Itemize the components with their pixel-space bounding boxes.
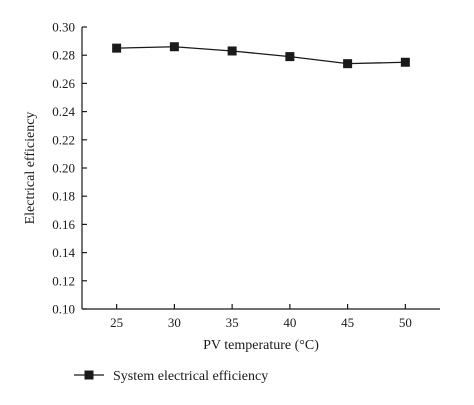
axes xyxy=(81,27,440,310)
legend: System electrical efficiency xyxy=(74,369,268,384)
x-tick-label: 50 xyxy=(399,315,412,330)
data-point-marker xyxy=(169,42,179,52)
legend-square-marker xyxy=(84,370,94,380)
series-line xyxy=(116,46,406,65)
x-tick-label: 25 xyxy=(110,315,123,330)
data-point-marker xyxy=(112,43,122,53)
data-point-marker xyxy=(285,52,295,62)
x-tick-label: 30 xyxy=(168,315,181,330)
y-ticks: 0.10 0.12 0.14 0.16 0.18 0.20 0.22 0.24 0.26 0.28… xyxy=(52,20,87,317)
data-point-marker xyxy=(227,46,237,56)
y-tick-label: 0.14 xyxy=(52,245,75,260)
y-tick-label: 0.26 xyxy=(52,76,75,91)
y-tick-label: 0.28 xyxy=(52,48,75,63)
y-tick-label: 0.16 xyxy=(52,217,75,232)
x-axis-title: PV temperature (°C) xyxy=(203,338,319,353)
legend-label: System electrical efficiency xyxy=(113,369,268,384)
x-tick-label: 40 xyxy=(283,315,296,330)
x-tick-label: 35 xyxy=(226,315,239,330)
y-tick-label: 0.22 xyxy=(52,132,75,147)
y-axis-title: Electrical efficiency xyxy=(23,112,38,225)
data-point-marker xyxy=(343,59,353,69)
y-tick-label: 0.12 xyxy=(52,273,75,288)
x-tick-label: 45 xyxy=(341,315,354,330)
x-ticks: 25 30 35 40 45 50 xyxy=(110,304,412,330)
y-tick-label: 0.18 xyxy=(52,189,75,204)
y-tick-label: 0.30 xyxy=(52,20,75,35)
y-tick-label: 0.20 xyxy=(52,161,75,176)
series-layer xyxy=(112,42,410,69)
y-tick-label: 0.10 xyxy=(52,302,75,317)
y-tick-label: 0.24 xyxy=(52,104,75,119)
data-point-marker xyxy=(400,57,410,67)
